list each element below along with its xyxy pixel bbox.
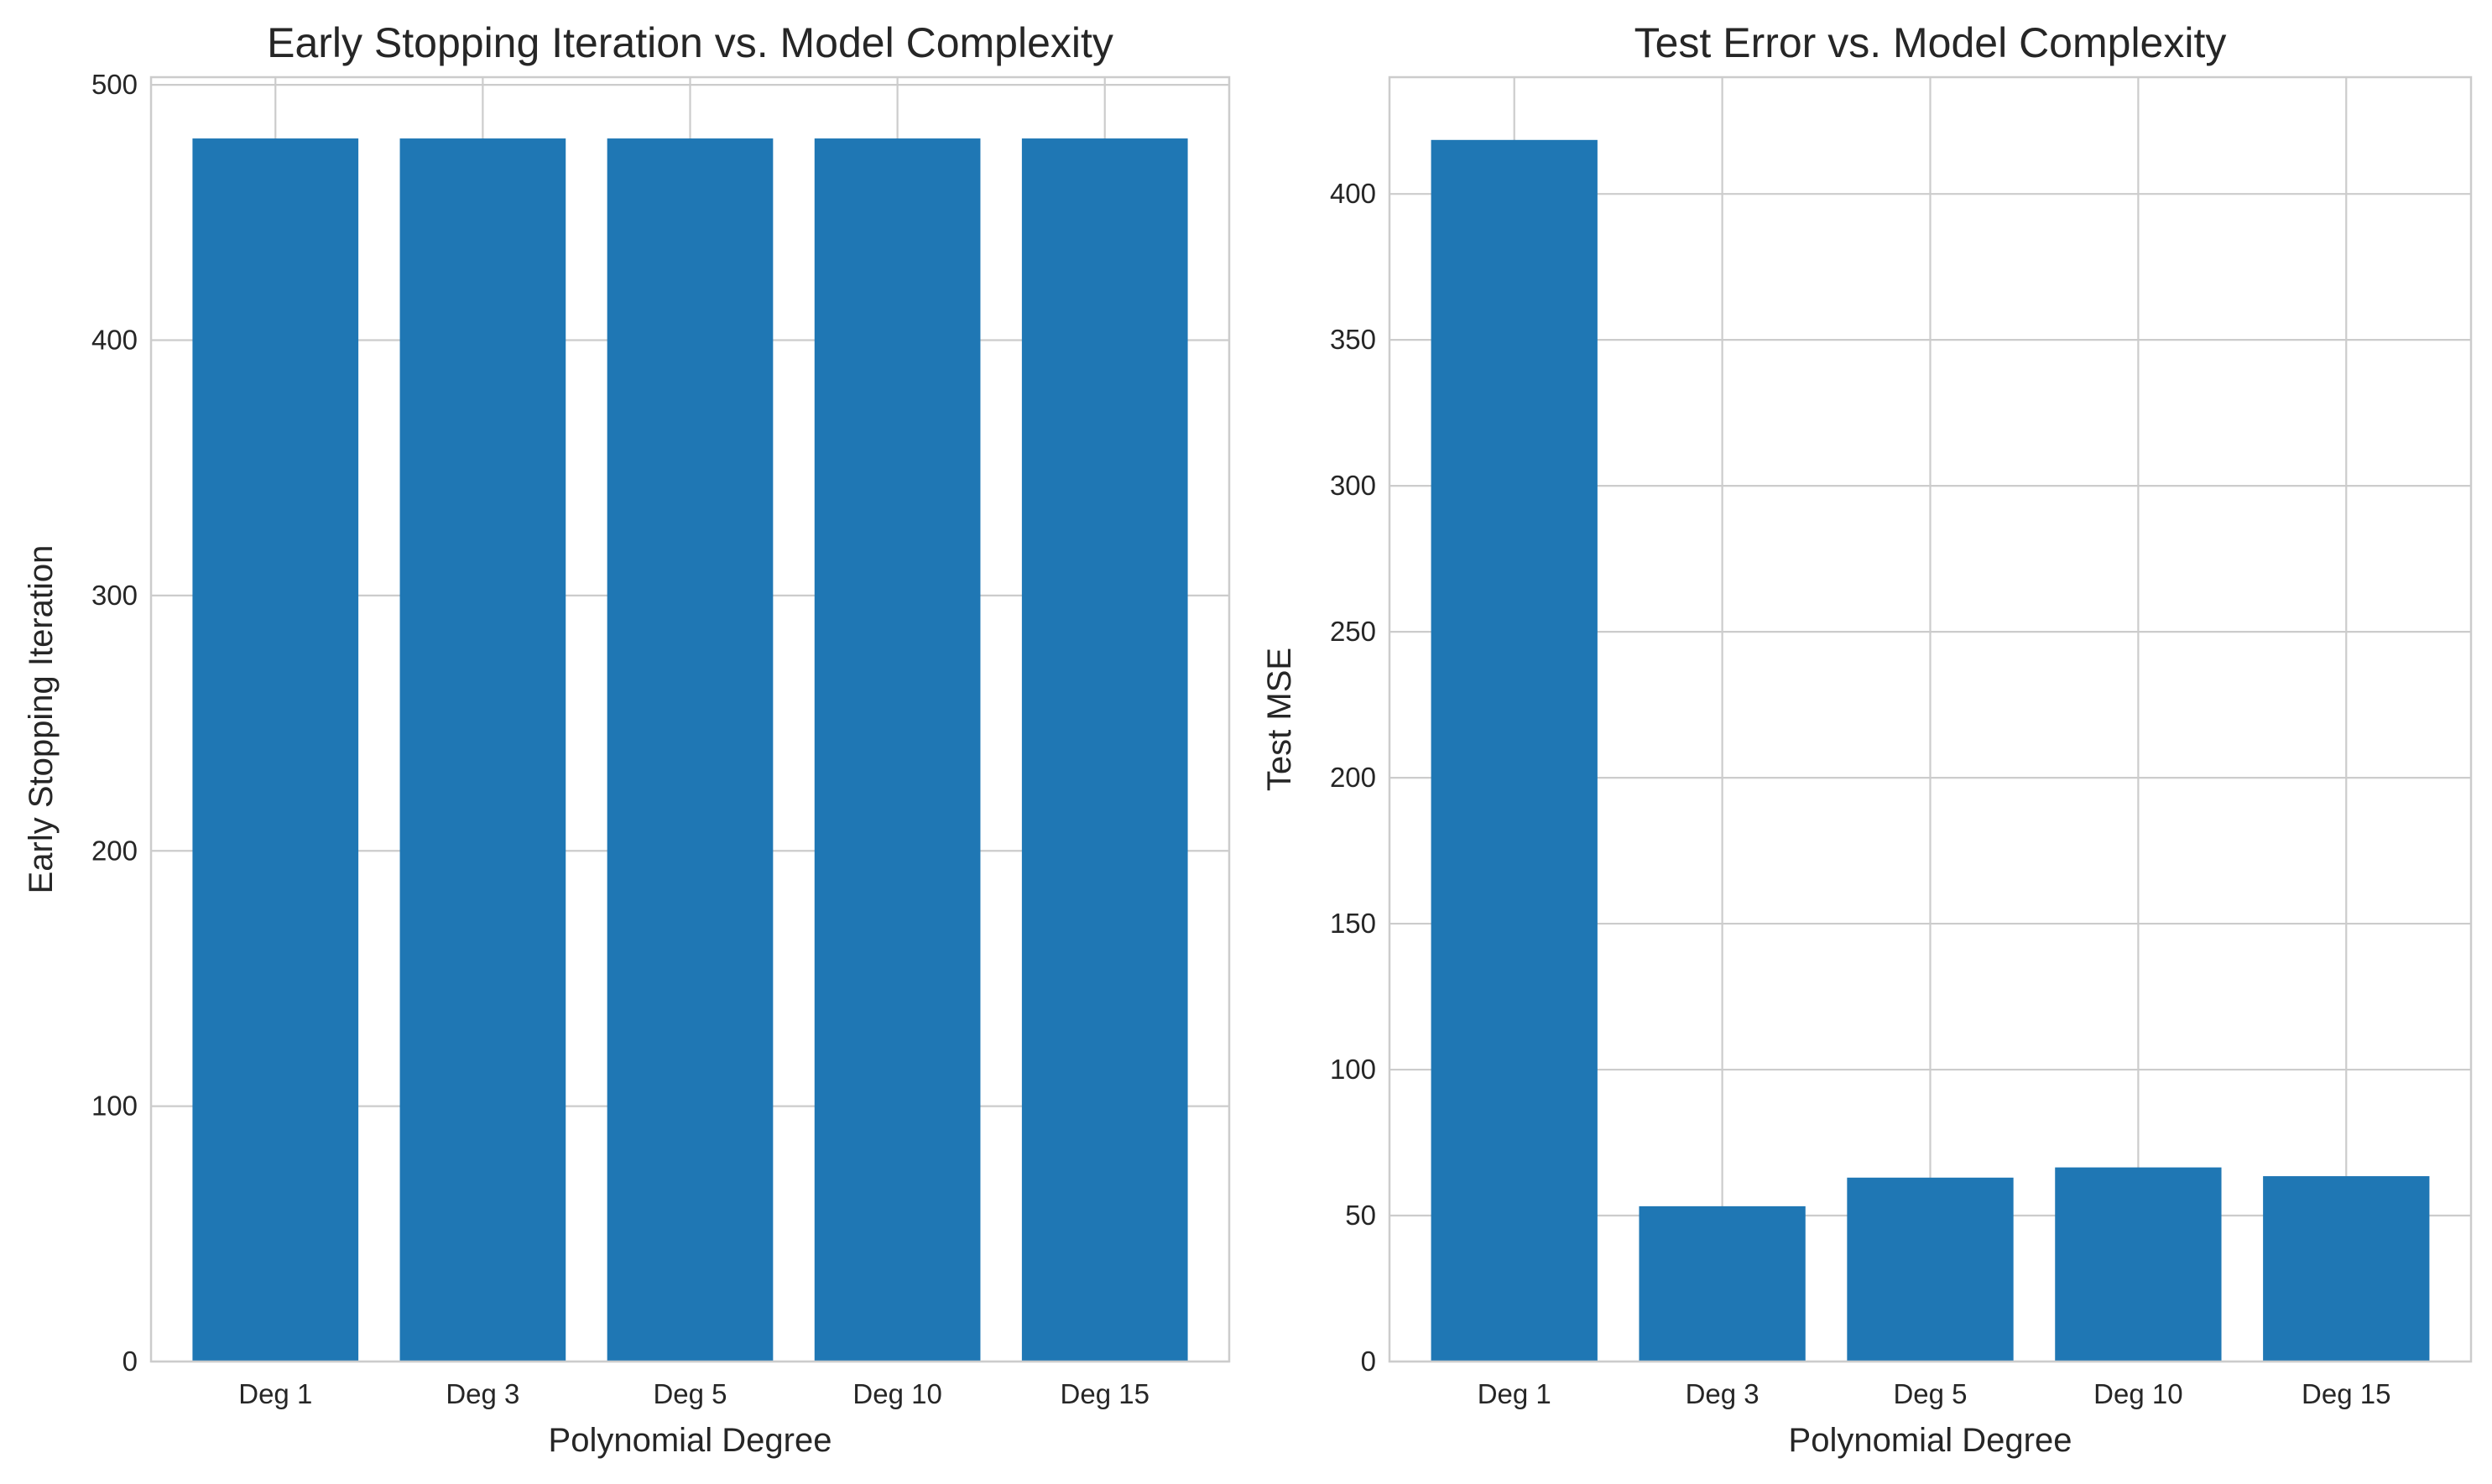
y-tick-label: 500 xyxy=(91,69,138,100)
y-tick-label: 250 xyxy=(1330,616,1376,647)
x-tick-label: Deg 15 xyxy=(1061,1378,1150,1409)
bar-deg-1 xyxy=(192,138,359,1362)
y-tick-label: 50 xyxy=(1345,1200,1376,1231)
plot-frame xyxy=(149,76,1231,1363)
x-axis-label: Polynomial Degree xyxy=(1789,1422,2072,1459)
x-axis-label: Polynomial Degree xyxy=(549,1422,832,1459)
y-axis-label: Test MSE xyxy=(1261,648,1298,791)
chart-test-error: 0 50 100 150 200 250 300 350 400 Deg 1 Deg 3 Deg 5… xyxy=(1261,19,2473,1459)
y-tick-labels: 0 50 100 150 200 250 300 350 400 xyxy=(1330,178,1376,1377)
bar-deg-5 xyxy=(1847,1177,2014,1362)
y-tick-label: 150 xyxy=(1330,908,1376,939)
bars xyxy=(1431,139,2430,1362)
x-tick-label: Deg 3 xyxy=(1686,1378,1760,1409)
bar-deg-5 xyxy=(607,138,774,1362)
x-tick-label: Deg 1 xyxy=(238,1378,312,1409)
bars xyxy=(192,138,1188,1362)
x-tick-label: Deg 3 xyxy=(446,1378,519,1409)
y-tick-label: 200 xyxy=(1330,762,1376,793)
x-tick-label: Deg 10 xyxy=(2093,1378,2182,1409)
y-tick-label: 100 xyxy=(1330,1054,1376,1085)
y-tick-label: 200 xyxy=(91,835,138,866)
bar-deg-3 xyxy=(399,138,566,1362)
x-tick-label: Deg 5 xyxy=(653,1378,727,1409)
y-axis-label: Early Stopping Iteration xyxy=(23,545,60,894)
y-tick-label: 0 xyxy=(1361,1346,1376,1377)
x-tick-label: Deg 10 xyxy=(852,1378,941,1409)
y-tick-label: 300 xyxy=(1330,470,1376,501)
y-tick-label: 100 xyxy=(91,1091,138,1122)
y-tick-label: 400 xyxy=(91,325,138,356)
bar-deg-1 xyxy=(1431,139,1598,1362)
bar-deg-10 xyxy=(814,138,981,1362)
y-tick-label: 300 xyxy=(91,580,138,611)
y-tick-label: 0 xyxy=(123,1346,138,1377)
x-tick-labels: Deg 1 Deg 3 Deg 5 Deg 10 Deg 15 xyxy=(238,1378,1150,1409)
bar-deg-15 xyxy=(2263,1176,2430,1362)
x-tick-labels: Deg 1 Deg 3 Deg 5 Deg 10 Deg 15 xyxy=(1478,1378,2391,1409)
bar-deg-3 xyxy=(1639,1205,1806,1362)
chart-title: Test Error vs. Model Complexity xyxy=(1634,19,2227,66)
bar-deg-15 xyxy=(1021,138,1188,1362)
x-tick-label: Deg 1 xyxy=(1478,1378,1551,1409)
x-tick-label: Deg 15 xyxy=(2302,1378,2390,1409)
y-tick-label: 350 xyxy=(1330,324,1376,355)
y-tick-label: 400 xyxy=(1330,178,1376,209)
plot-frame xyxy=(1388,76,2473,1363)
bar-deg-10 xyxy=(2055,1167,2222,1362)
y-tick-labels: 0 100 200 300 400 500 xyxy=(91,69,138,1377)
x-tick-label: Deg 5 xyxy=(1893,1378,1967,1409)
chart-title: Early Stopping Iteration vs. Model Compl… xyxy=(267,19,1113,66)
